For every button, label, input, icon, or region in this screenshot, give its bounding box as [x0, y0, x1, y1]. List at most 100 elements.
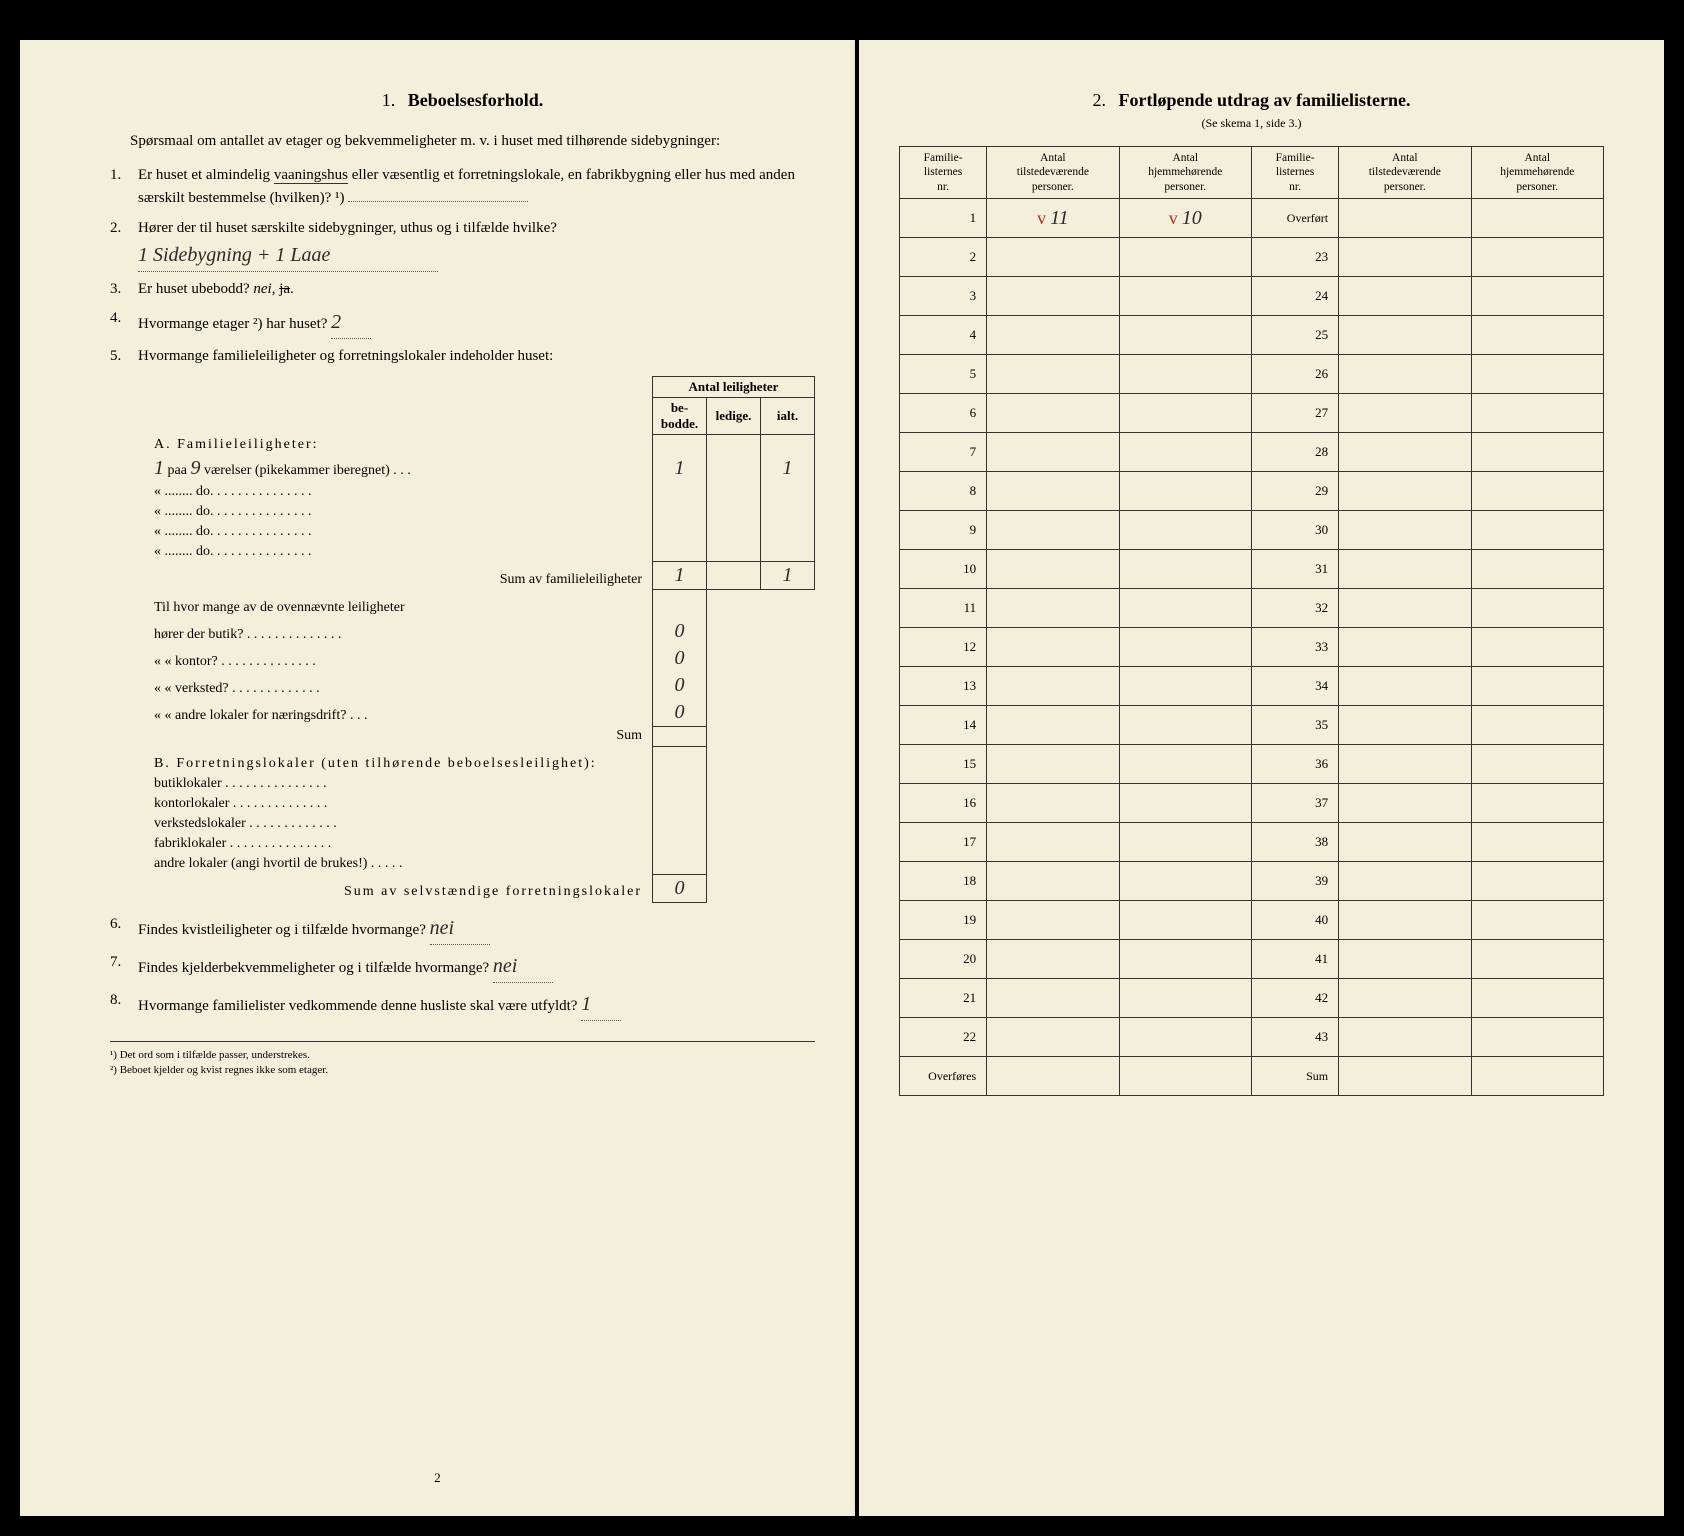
rowA4-text: « ........ do. . . . . . . . . . . . . .… [150, 522, 653, 542]
q7-num: 7. [110, 951, 121, 974]
rowA1-prefix: 1 [154, 457, 164, 479]
inner-h2: ledige. [707, 398, 761, 435]
sectionB-title: B. Forretningslokaler (uten tilhørende b… [150, 746, 653, 774]
table-row: 1132 [900, 589, 1604, 628]
sumA-ialt: 1 [783, 564, 793, 586]
right-section-title: 2. Fortløpende utdrag av familielisterne… [899, 90, 1604, 111]
q3: 3. Er huset ubebodd? nei, ja. [110, 278, 815, 301]
table-row: 1940 [900, 901, 1604, 940]
q6-text: Findes kvistleiligheter og i tilfælde hv… [138, 922, 426, 938]
footnote1: ¹) Det ord som i tilfælde passer, unders… [110, 1048, 815, 1063]
hdr-col3: Antalhjemmehørendepersoner. [1119, 147, 1251, 199]
left-section-name: Beboelsesforhold. [408, 90, 544, 110]
table-row: 2243 [900, 1018, 1604, 1057]
b-r3: verkstedslokaler . . . . . . . . . . . .… [150, 814, 653, 834]
sectionA-title: A. Familieleiligheter: [150, 435, 653, 455]
sumA2-label: Sum [150, 726, 653, 746]
sumB-val: 0 [675, 877, 685, 899]
rowA2-text: « ........ do. . . . . . . . . . . . . .… [150, 482, 653, 502]
q2-answer: 1 Sidebygning + 1 Laae [138, 240, 438, 272]
q8-num: 8. [110, 989, 121, 1012]
inner-h3: ialt. [761, 398, 815, 435]
b-r1: butiklokaler . . . . . . . . . . . . . .… [150, 774, 653, 794]
left-page: 1. Beboelsesforhold. Spørsmaal om antall… [20, 40, 855, 1516]
table-row: « ........ do. . . . . . . . . . . . . .… [150, 482, 815, 502]
table-row: 1435 [900, 706, 1604, 745]
q5-num: 5. [110, 345, 121, 368]
rowA1-paa: 9 [190, 457, 200, 479]
b-r5: andre lokaler (angi hvortil de brukes!) … [150, 854, 653, 874]
footnote2: ²) Beboet kjelder og kvist regnes ikke s… [110, 1063, 815, 1078]
a2r2-val: 0 [675, 647, 685, 669]
familieliste-table: Familie-listernesnr. Antaltilstedeværend… [899, 146, 1604, 1096]
q7-text: Findes kjelderbekvemmeligheter og i tilf… [138, 960, 489, 976]
table-row: 1031 [900, 550, 1604, 589]
table-row: 324 [900, 277, 1604, 316]
q8-text: Hvormange familielister vedkommende denn… [138, 998, 577, 1014]
q6: 6. Findes kvistleiligheter og i tilfælde… [110, 913, 815, 945]
table-row: 1536 [900, 745, 1604, 784]
q3-text: Er huset ubebodd? nei, ja. [138, 281, 294, 297]
left-section-num: 1. [382, 90, 396, 110]
book-spread: 1. Beboelsesforhold. Spørsmaal om antall… [0, 0, 1684, 1536]
q1-underlined: vaaningshus [274, 167, 348, 184]
leiligheter-table: Antal leiligheter be-bodde. ledige. ialt… [150, 376, 815, 903]
q2: 2. Hører der til huset særskilte sidebyg… [110, 217, 815, 272]
a2r4-val: 0 [675, 701, 685, 723]
table-row: 829 [900, 472, 1604, 511]
rowA1-ialt: 1 [783, 457, 793, 479]
q4-text: Hvormange etager ²) har huset? [138, 316, 327, 332]
left-section-title: 1. Beboelsesforhold. [110, 90, 815, 111]
inner-h1: be-bodde. [653, 398, 707, 435]
hdr-col2: Antaltilstedeværendepersoner. [987, 147, 1119, 199]
sumB-label: Sum av selvstændige forretningslokaler [150, 874, 653, 902]
left-intro: Spørsmaal om antallet av etager og bekve… [110, 131, 815, 152]
rowA1-ledige [707, 455, 761, 482]
table-row: 425 [900, 316, 1604, 355]
right-page: 2. Fortløpende utdrag av familielisterne… [859, 40, 1664, 1516]
a2r2-text: « « kontor? . . . . . . . . . . . . . . [150, 645, 653, 672]
table-row: 1738 [900, 823, 1604, 862]
table-row: 526 [900, 355, 1604, 394]
hdr-col1: Familie-listernesnr. [900, 147, 987, 199]
left-page-num: 2 [20, 1470, 855, 1486]
q1-blank [348, 201, 528, 202]
a2r3-val: 0 [675, 674, 685, 696]
q6-num: 6. [110, 913, 121, 936]
table-row: 1334 [900, 667, 1604, 706]
q7-answer: nei [493, 951, 553, 983]
hdr-col6: Antalhjemmehørendepersoner. [1471, 147, 1603, 199]
a2r1-val: 0 [675, 620, 685, 642]
q3-strike: ja [279, 281, 290, 297]
table-row: « ........ do. . . . . . . . . . . . . .… [150, 542, 815, 562]
table-row: « ........ do. . . . . . . . . . . . . .… [150, 502, 815, 522]
sumA-label: Sum av familieleiligheter [150, 562, 653, 590]
rowA3-text: « ........ do. . . . . . . . . . . . . .… [150, 502, 653, 522]
table-row: OverføresSum [900, 1057, 1604, 1096]
q4: 4. Hvormange etager ²) har huset? 2 [110, 307, 815, 339]
hdr-col5: Antaltilstedeværendepersoner. [1339, 147, 1471, 199]
q5-text: Hvormange familieleiligheter og forretni… [138, 348, 553, 364]
q4-num: 4. [110, 307, 121, 330]
q6-answer: nei [430, 913, 490, 945]
table-row: 2142 [900, 979, 1604, 1018]
q1-text-a: Er huset et almindelig [138, 167, 274, 183]
q1-num: 1. [110, 164, 121, 187]
table-row: 627 [900, 394, 1604, 433]
rowA1-bebodde: 1 [675, 457, 685, 479]
table-row: 223 [900, 238, 1604, 277]
table-row: « ........ do. . . . . . . . . . . . . .… [150, 522, 815, 542]
footnotes: ¹) Det ord som i tilfælde passer, unders… [110, 1041, 815, 1079]
inner-header-top: Antal leiligheter [653, 377, 815, 398]
b-r4: fabriklokaler . . . . . . . . . . . . . … [150, 834, 653, 854]
q1: 1. Er huset et almindelig vaaningshus el… [110, 164, 815, 211]
right-subtitle: (Se skema 1, side 3.) [899, 116, 1604, 131]
question-list: 1. Er huset et almindelig vaaningshus el… [110, 164, 815, 368]
table-row: 728 [900, 433, 1604, 472]
sectionA2-intro: Til hvor mange av de ovennævnte leilighe… [150, 590, 653, 618]
table-row: 1 paa 9 værelser (pikekammer iberegnet) … [150, 455, 815, 482]
q4-answer: 2 [331, 307, 371, 339]
q7: 7. Findes kjelderbekvemmeligheter og i t… [110, 951, 815, 983]
q8: 8. Hvormange familielister vedkommende d… [110, 989, 815, 1021]
rowA5-text: « ........ do. . . . . . . . . . . . . .… [150, 542, 653, 562]
